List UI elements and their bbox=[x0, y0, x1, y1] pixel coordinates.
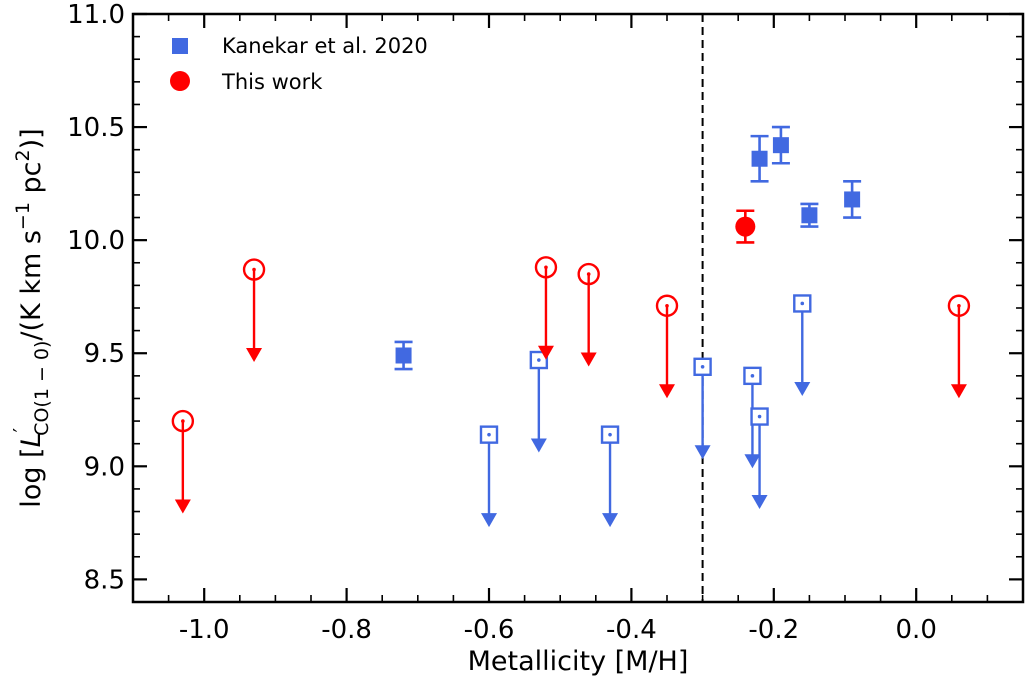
upper-limit-center-dot bbox=[700, 365, 705, 369]
upper-limit-arrow-head bbox=[794, 381, 811, 396]
upper-limit-center-dot bbox=[757, 414, 762, 419]
upper-limit-arrow-head bbox=[744, 454, 761, 469]
x-tick-label: 0.0 bbox=[896, 615, 937, 645]
upper-limit-center-dot bbox=[608, 432, 612, 437]
detection-square-point bbox=[751, 150, 768, 167]
y-tick-label: 11.0 bbox=[67, 0, 125, 30]
upper-limit-circle-point bbox=[655, 294, 679, 317]
upper-limit-arrow-head bbox=[602, 513, 619, 528]
upper-limit-circle-point bbox=[171, 409, 195, 433]
y-tick-label: 10.0 bbox=[67, 226, 125, 256]
upper-limit-center-dot bbox=[181, 419, 185, 423]
y-axis-label-prefix: log [ bbox=[16, 447, 47, 507]
upper-limit-arrow-head bbox=[659, 384, 675, 399]
upper-limit-center-dot bbox=[252, 267, 256, 272]
upper-limit-circle-point bbox=[577, 262, 600, 286]
detection-square-point bbox=[844, 191, 861, 208]
upper-limit-center-dot bbox=[750, 374, 755, 378]
x-tick-label: -1.0 bbox=[179, 615, 230, 645]
plot-frame bbox=[131, 12, 1025, 604]
y-axis-label-subscript: CO(1 − 0) bbox=[31, 341, 53, 436]
upper-limit-center-dot bbox=[586, 272, 591, 276]
upper-limit-circle-point bbox=[242, 258, 266, 281]
upper-limit-circle-point bbox=[534, 256, 558, 279]
x-tick-label: -0.2 bbox=[748, 615, 799, 645]
y-axis-label-sup1: −1 bbox=[12, 202, 34, 230]
upper-limit-arrow-head bbox=[580, 352, 597, 367]
legend: Kanekar et al. 2020 This work bbox=[170, 34, 428, 94]
x-tick-label: -0.8 bbox=[321, 615, 372, 645]
y-axis-label: log [L′CO(1 − 0)/(K km s−1 pc2)] bbox=[9, 128, 53, 507]
y-axis-label-prime: ′ bbox=[9, 427, 33, 432]
detection-square-point bbox=[395, 347, 412, 364]
upper-limit-center-dot bbox=[800, 301, 805, 306]
upper-limit-center-dot bbox=[665, 303, 669, 308]
legend-square-marker bbox=[172, 38, 188, 54]
x-tick-label: -0.4 bbox=[606, 615, 657, 645]
upper-limit-arrow-head bbox=[751, 495, 768, 510]
y-tick-label: 8.5 bbox=[84, 565, 125, 595]
upper-limit-arrow-head bbox=[481, 513, 497, 528]
upper-limit-center-dot bbox=[487, 432, 491, 437]
y-axis-label-mid: /(K km s bbox=[16, 230, 47, 341]
y-axis-label-L: L bbox=[16, 432, 47, 447]
y-tick-label: 10.5 bbox=[67, 113, 125, 143]
axis-ticks: -1.0 -0.8 -0.6 -0.4 -0.2 0.0 8.5 9.0 9.5 10.0 10.5… bbox=[67, 0, 1023, 645]
detection-circle-point bbox=[735, 216, 756, 237]
legend-circle-marker bbox=[170, 71, 190, 91]
upper-limit-arrow-head bbox=[537, 345, 554, 360]
upper-limit-arrow-head bbox=[694, 445, 711, 460]
y-axis-label-sup2: 2 bbox=[12, 149, 34, 161]
upper-limit-arrow-head bbox=[174, 499, 191, 514]
upper-limit-arrow-head bbox=[530, 438, 547, 453]
upper-limit-circle-point bbox=[947, 294, 971, 317]
x-axis-label: Metallicity [M/H] bbox=[468, 646, 689, 677]
detection-square-point bbox=[772, 137, 789, 154]
upper-limit-center-dot bbox=[957, 303, 961, 308]
y-tick-label: 9.0 bbox=[84, 452, 125, 482]
upper-limit-arrow-head bbox=[246, 348, 263, 363]
upper-limit-center-dot bbox=[537, 358, 541, 362]
legend-label-kanekar: Kanekar et al. 2020 bbox=[222, 34, 428, 58]
detection-square-point bbox=[801, 207, 818, 224]
legend-label-this-work: This work bbox=[221, 70, 323, 94]
y-tick-label: 9.5 bbox=[84, 339, 125, 369]
x-tick-label: -0.6 bbox=[464, 615, 515, 645]
upper-limit-arrow-head bbox=[950, 384, 967, 399]
y-axis-label-suffix: )] bbox=[16, 128, 47, 149]
data-marks bbox=[171, 125, 971, 528]
y-axis-label-mid2: pc bbox=[16, 161, 47, 202]
upper-limit-center-dot bbox=[544, 265, 548, 270]
